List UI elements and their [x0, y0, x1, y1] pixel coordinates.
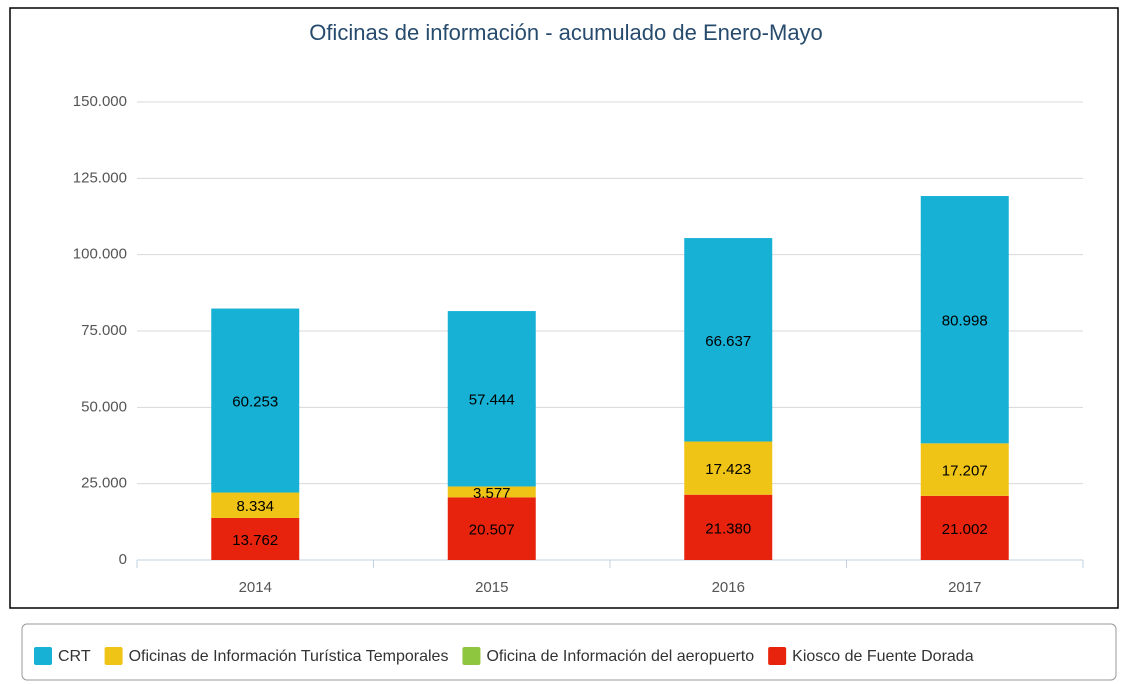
legend-swatch — [34, 647, 52, 665]
y-tick-label: 100.000 — [73, 246, 127, 263]
value-label: 80.998 — [942, 313, 988, 330]
y-tick-label: 150.000 — [73, 93, 127, 110]
chart-frame — [9, 7, 1119, 609]
bar-segment — [684, 238, 773, 442]
legend-label: CRT — [58, 648, 91, 665]
legend-label: Oficina de Información del aeropuerto — [486, 648, 754, 665]
value-label: 20.507 — [469, 522, 515, 539]
value-label: 66.637 — [705, 333, 751, 350]
x-tick-label: 2017 — [948, 579, 981, 596]
y-tick-label: 75.000 — [81, 322, 127, 339]
value-label: 8.334 — [236, 498, 274, 515]
legend-swatch — [768, 647, 787, 665]
bar-segment — [920, 196, 1009, 444]
bar-segment — [211, 308, 300, 493]
bar-segment — [684, 441, 773, 495]
legend-box — [21, 623, 1117, 681]
legend-swatch — [462, 647, 481, 665]
value-label: 21.380 — [705, 520, 751, 537]
value-label: 17.207 — [942, 463, 988, 480]
bar-segment — [684, 494, 773, 560]
bar-segment — [920, 495, 1009, 560]
bar-segment — [920, 443, 1009, 496]
y-tick-label: 50.000 — [81, 398, 127, 415]
y-tick-label: 25.000 — [81, 475, 127, 492]
y-tick-label: 125.000 — [73, 169, 127, 186]
value-label: 3.577 — [473, 485, 511, 502]
value-label: 13.762 — [232, 532, 278, 549]
value-label: 60.253 — [232, 394, 278, 411]
bar-segment — [211, 517, 300, 560]
bar-segment — [447, 486, 536, 498]
bar-segment — [211, 492, 300, 518]
legend-label: Oficinas de Información Turística Tempor… — [129, 648, 449, 665]
chart-title: Oficinas de información - acumulado de E… — [309, 20, 823, 45]
value-label: 57.444 — [469, 392, 515, 409]
y-tick-label: 0 — [119, 551, 127, 568]
legend-label: Kiosco de Fuente Dorada — [792, 648, 974, 665]
bar-segment — [447, 311, 536, 487]
x-tick-label: 2016 — [712, 579, 745, 596]
value-label: 17.423 — [705, 461, 751, 478]
x-tick-label: 2015 — [475, 579, 508, 596]
legend-swatch — [104, 647, 123, 665]
value-label: 21.002 — [942, 521, 988, 538]
x-tick-label: 2014 — [239, 579, 272, 596]
bar-segment — [447, 497, 536, 560]
